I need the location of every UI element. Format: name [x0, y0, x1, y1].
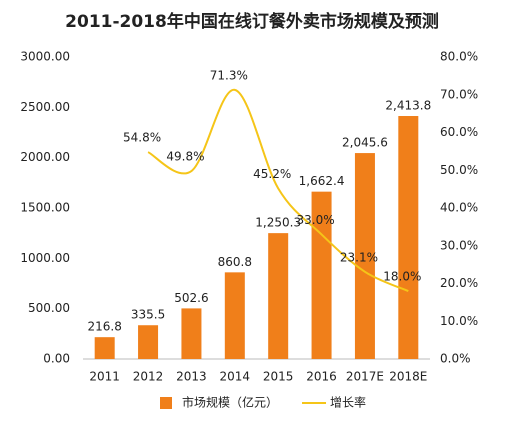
line-value-label: 33.0% [297, 213, 335, 227]
y-tick-label: 500.00 [28, 301, 70, 315]
y2-tick-label: 10.0% [440, 314, 478, 328]
y2-tick-label: 80.0% [440, 50, 478, 64]
y2-tick-label: 50.0% [440, 163, 478, 177]
x-tick-label: 2017E [346, 370, 384, 384]
bar-value-label: 216.8 [88, 320, 122, 334]
bar [268, 233, 289, 359]
bar-value-label: 860.8 [218, 255, 252, 269]
y-tick-label: 1000.00 [20, 251, 70, 265]
bar-value-label: 1,250.3 [255, 216, 301, 230]
y-tick-label: 2500.00 [20, 100, 70, 114]
x-tick-label: 2013 [176, 370, 207, 384]
line-value-label: 71.3% [210, 68, 248, 82]
line-value-label: 49.8% [166, 150, 204, 164]
line-value-label: 54.8% [123, 131, 161, 145]
y-tick-label: 3000.00 [20, 50, 70, 64]
y2-tick-label: 70.0% [440, 87, 478, 101]
y-tick-label: 1500.00 [20, 201, 70, 215]
bar [94, 337, 115, 359]
bar-value-label: 2,045.6 [342, 136, 388, 150]
y2-tick-label: 60.0% [440, 125, 478, 139]
legend-label: 市场规模（亿元） [182, 395, 278, 410]
bar [181, 308, 202, 359]
y-tick-label: 0.00 [43, 352, 70, 366]
x-tick-label: 2018E [389, 370, 427, 384]
x-tick-label: 2012 [133, 370, 164, 384]
bar [138, 325, 159, 359]
legend-swatch [160, 397, 172, 409]
y-tick-label: 2000.00 [20, 150, 70, 164]
bar [224, 272, 245, 359]
bar-value-label: 2,413.8 [385, 99, 431, 113]
x-tick-label: 2011 [89, 370, 120, 384]
bar [398, 116, 419, 359]
bar [311, 191, 332, 359]
legend-label: 增长率 [330, 395, 366, 410]
growth-line [147, 88, 409, 292]
y2-tick-label: 0.0% [440, 352, 471, 366]
y2-tick-label: 20.0% [440, 276, 478, 290]
line-value-label: 23.1% [340, 250, 378, 264]
x-tick-label: 2014 [220, 370, 251, 384]
bar-value-label: 502.6 [174, 291, 208, 305]
y2-tick-label: 40.0% [440, 201, 478, 215]
x-tick-label: 2016 [306, 370, 337, 384]
chart-title: 2011-2018年中国在线订餐外卖市场规模及预测 [65, 11, 439, 32]
bar-value-label: 335.5 [131, 308, 165, 322]
x-tick-label: 2015 [263, 370, 294, 384]
line-value-label: 18.0% [383, 270, 421, 284]
bar-value-label: 1,662.4 [299, 174, 345, 188]
y2-tick-label: 30.0% [440, 238, 478, 252]
bar [354, 153, 375, 359]
line-value-label: 45.2% [253, 167, 291, 181]
